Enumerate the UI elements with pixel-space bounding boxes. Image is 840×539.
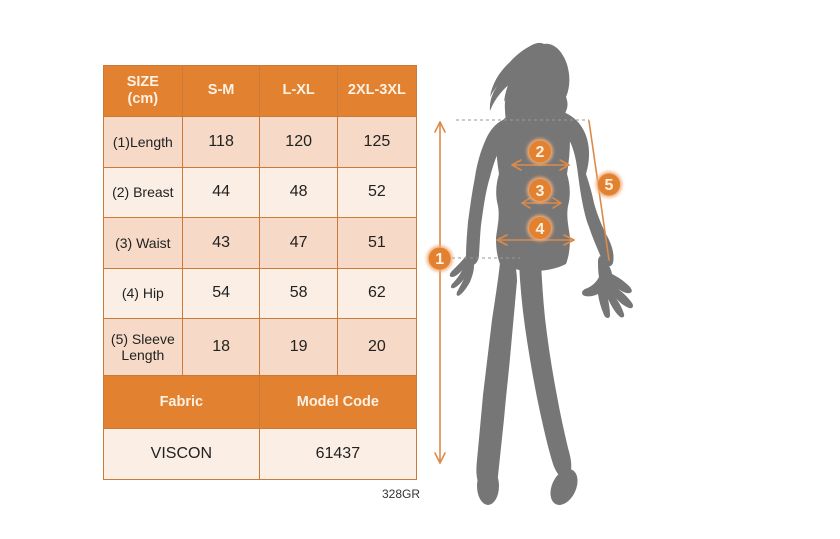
svg-text:2: 2: [536, 144, 545, 161]
svg-text:1: 1: [435, 251, 444, 268]
svg-text:3: 3: [536, 183, 545, 200]
svg-text:4: 4: [536, 221, 545, 238]
svg-text:5: 5: [605, 177, 614, 194]
